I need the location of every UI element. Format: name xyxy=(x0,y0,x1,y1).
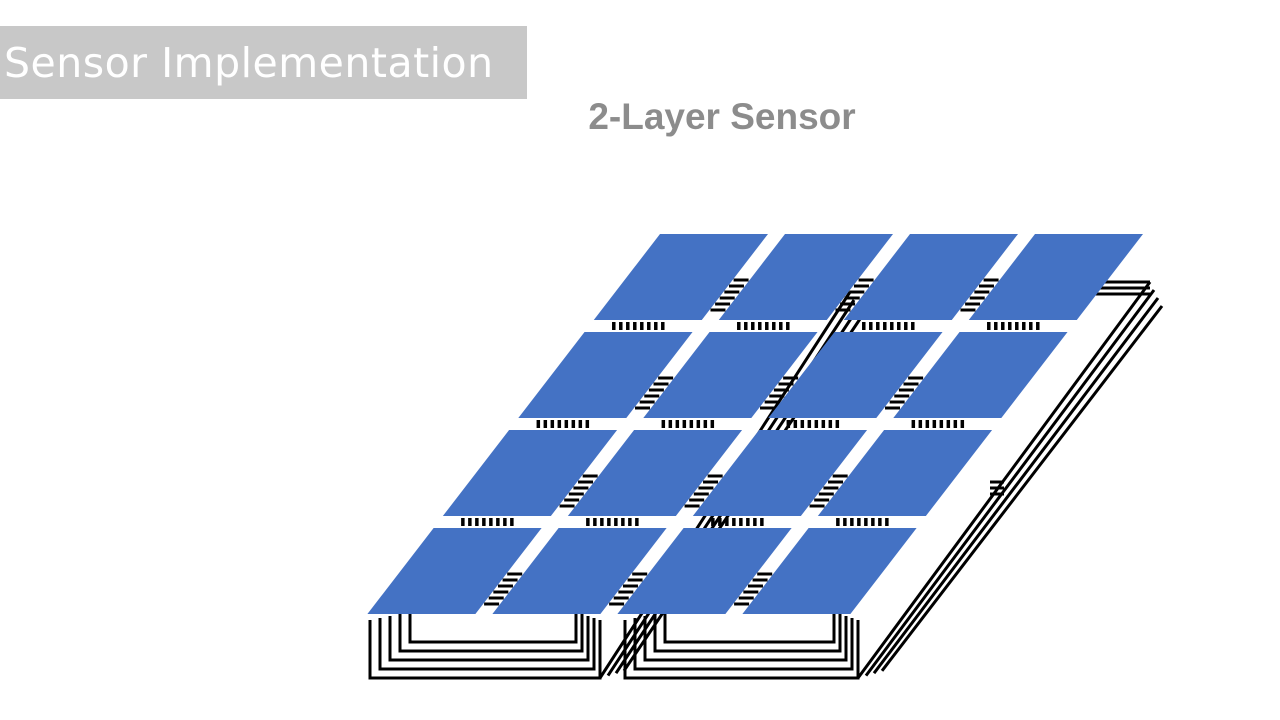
electrode-pad xyxy=(442,430,618,516)
electrode-pad xyxy=(567,430,743,516)
row-bridge xyxy=(987,322,1040,330)
row-bridge xyxy=(612,322,665,330)
routing-trace-group xyxy=(623,612,860,680)
row-bridge xyxy=(711,518,764,526)
column-bridge xyxy=(559,474,598,508)
column-bridge xyxy=(885,376,924,410)
electrode-pad xyxy=(968,234,1143,320)
electrode-pad xyxy=(492,528,667,614)
row-bridge xyxy=(737,322,790,330)
title-banner: Sensor Implementation xyxy=(0,26,527,99)
column-bridge xyxy=(684,474,723,508)
trace-stub xyxy=(990,480,1004,496)
row-bridge xyxy=(836,518,889,526)
electrode-pad xyxy=(593,234,768,320)
column-bridge xyxy=(710,278,749,312)
electrode-pad xyxy=(843,234,1018,320)
electrode-pad xyxy=(768,332,943,418)
row-bridge xyxy=(661,420,715,428)
column-bridge xyxy=(809,474,848,508)
diagram-subtitle: 2-Layer Sensor xyxy=(588,96,856,137)
row-bridge xyxy=(586,518,639,526)
slide-title: Sensor Implementation xyxy=(4,38,494,87)
electrode-pad xyxy=(367,528,542,614)
column-bridge xyxy=(609,572,648,606)
routing-trace-group xyxy=(368,612,602,680)
diagonal-trace-group xyxy=(856,281,1164,679)
electrode-pad xyxy=(893,332,1068,418)
electrode-pad xyxy=(518,332,693,418)
column-bridge xyxy=(734,572,773,606)
electrode-pad xyxy=(692,430,868,516)
electrode-pad xyxy=(718,234,893,320)
column-bridge xyxy=(835,278,874,312)
electrode-pad xyxy=(643,332,818,418)
column-bridge xyxy=(960,278,999,312)
row-bridge xyxy=(786,420,840,428)
column-bridge xyxy=(760,376,799,410)
electrode-pad xyxy=(742,528,917,614)
electrode-pad xyxy=(617,528,792,614)
row-bridge xyxy=(911,420,965,428)
pad-bridges xyxy=(461,278,1040,606)
column-bridge xyxy=(484,572,523,606)
electrode-pads xyxy=(367,234,1143,614)
column-bridge xyxy=(635,376,674,410)
row-bridge xyxy=(536,420,590,428)
row-bridge xyxy=(862,322,915,330)
row-bridge xyxy=(461,518,514,526)
electrode-pad xyxy=(817,430,993,516)
